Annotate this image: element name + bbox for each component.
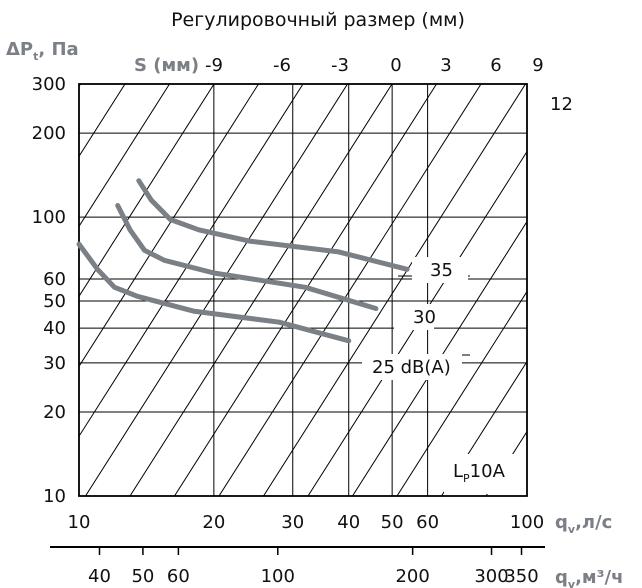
secondary-tick-label: 300 [474,566,508,587]
secondary-tick-label: 50 [131,566,154,587]
y-tick-label: 40 [43,318,66,339]
diagonal-line [307,150,527,496]
diagonal-line [79,84,170,228]
x2-axis-label-unit: ,м³/ч [575,567,623,588]
x2-axis-label: qv,м³/ч [555,567,623,588]
s-tick-label: 3 [440,55,451,76]
s-axis-right-label: 12 [550,94,573,115]
series-label: 25 dB(A) [372,357,451,378]
x-tick-label: 60 [416,512,439,533]
secondary-tick-label: 350 [504,566,538,587]
y-axis-label-unit: , Па [38,39,78,60]
x-axis-label: qv,л/с [555,512,612,536]
diagonal-line [79,84,126,158]
x2-axis-label-main: q [555,567,568,588]
y-axis-label-sub: t [33,50,38,63]
y-tick-label: 20 [43,402,66,423]
x-axis-label-unit: ,л/с [575,512,612,533]
diagonal-line [218,84,482,496]
s-tick-label: 9 [532,55,543,76]
x-tick-label: 30 [281,512,304,533]
x-tick-label: 10 [68,512,91,533]
diagonal-line [352,220,527,496]
x-tick-label: 50 [381,512,404,533]
s-tick-label: -9 [205,55,223,76]
s-tick-label: -3 [331,55,349,76]
series-label-bg [362,354,462,380]
series-line [136,178,410,272]
series-lines [76,178,410,344]
y-tick-label: 60 [43,269,66,290]
diagonal-line [441,360,527,496]
y-tick-label: 50 [43,291,66,312]
diagonal-line [79,84,259,368]
series-line [115,203,379,311]
x2-axis-label-sub: v [568,578,576,588]
x-axis-label-sub: v [568,523,576,536]
series-label: 30 [413,307,436,328]
s-axis-label: S (мм) [134,55,199,76]
s-tick-label: -6 [273,55,291,76]
y-tick-label: 30 [43,353,66,374]
diagonal-group [79,84,527,496]
annotation-main: L [453,461,463,482]
annotation-sub: P [463,472,470,485]
diagonal-line [396,290,527,496]
series-label-bg [412,257,468,283]
y-tick-label: 10 [43,486,66,507]
s-axis-ticks: -9 -6 -3 0 3 6 9 [205,55,544,76]
secondary-tick-label: 200 [395,566,429,587]
s-tick-label: 0 [390,55,401,76]
annotation-box [444,454,520,494]
series-label-bg [394,304,434,330]
x-axis-label-main: q [555,512,568,533]
series-labels: 35 30 25 dB(A) [362,257,470,380]
diagonal-line [485,430,527,496]
y-axis-label: ΔPt, Па [6,39,79,63]
series-line [76,241,352,344]
diagonal-line [174,84,437,496]
series-label: 35 [430,260,453,281]
diagonal-line [263,84,526,496]
diagonal-line [79,84,215,298]
diagonal-line [85,84,348,496]
y-tick-label: 300 [32,74,66,95]
x-axis-ticks: 10 20 30 40 50 60 100 [68,512,545,533]
diagonal-line [79,84,304,438]
diagonal-line [129,84,393,496]
annotation-rest: 10A [470,461,506,482]
adjustment-diagonal-lines [79,84,527,496]
annotation: LP10A [453,461,506,485]
diagonal-line [79,84,81,88]
x-tick-label: 100 [510,512,544,533]
secondary-tick-label: 60 [167,566,190,587]
secondary-tick-label: 40 [88,566,111,587]
y-axis-label-main: ΔP [6,39,33,60]
y-tick-label: 200 [32,123,66,144]
secondary-tick-label: 100 [261,566,295,587]
x-tick-label: 40 [337,512,360,533]
y-tick-label: 100 [32,207,66,228]
s-tick-label: 6 [490,55,501,76]
x-tick-label: 20 [202,512,225,533]
top-title: Регулировочный размер (мм) [171,9,465,31]
